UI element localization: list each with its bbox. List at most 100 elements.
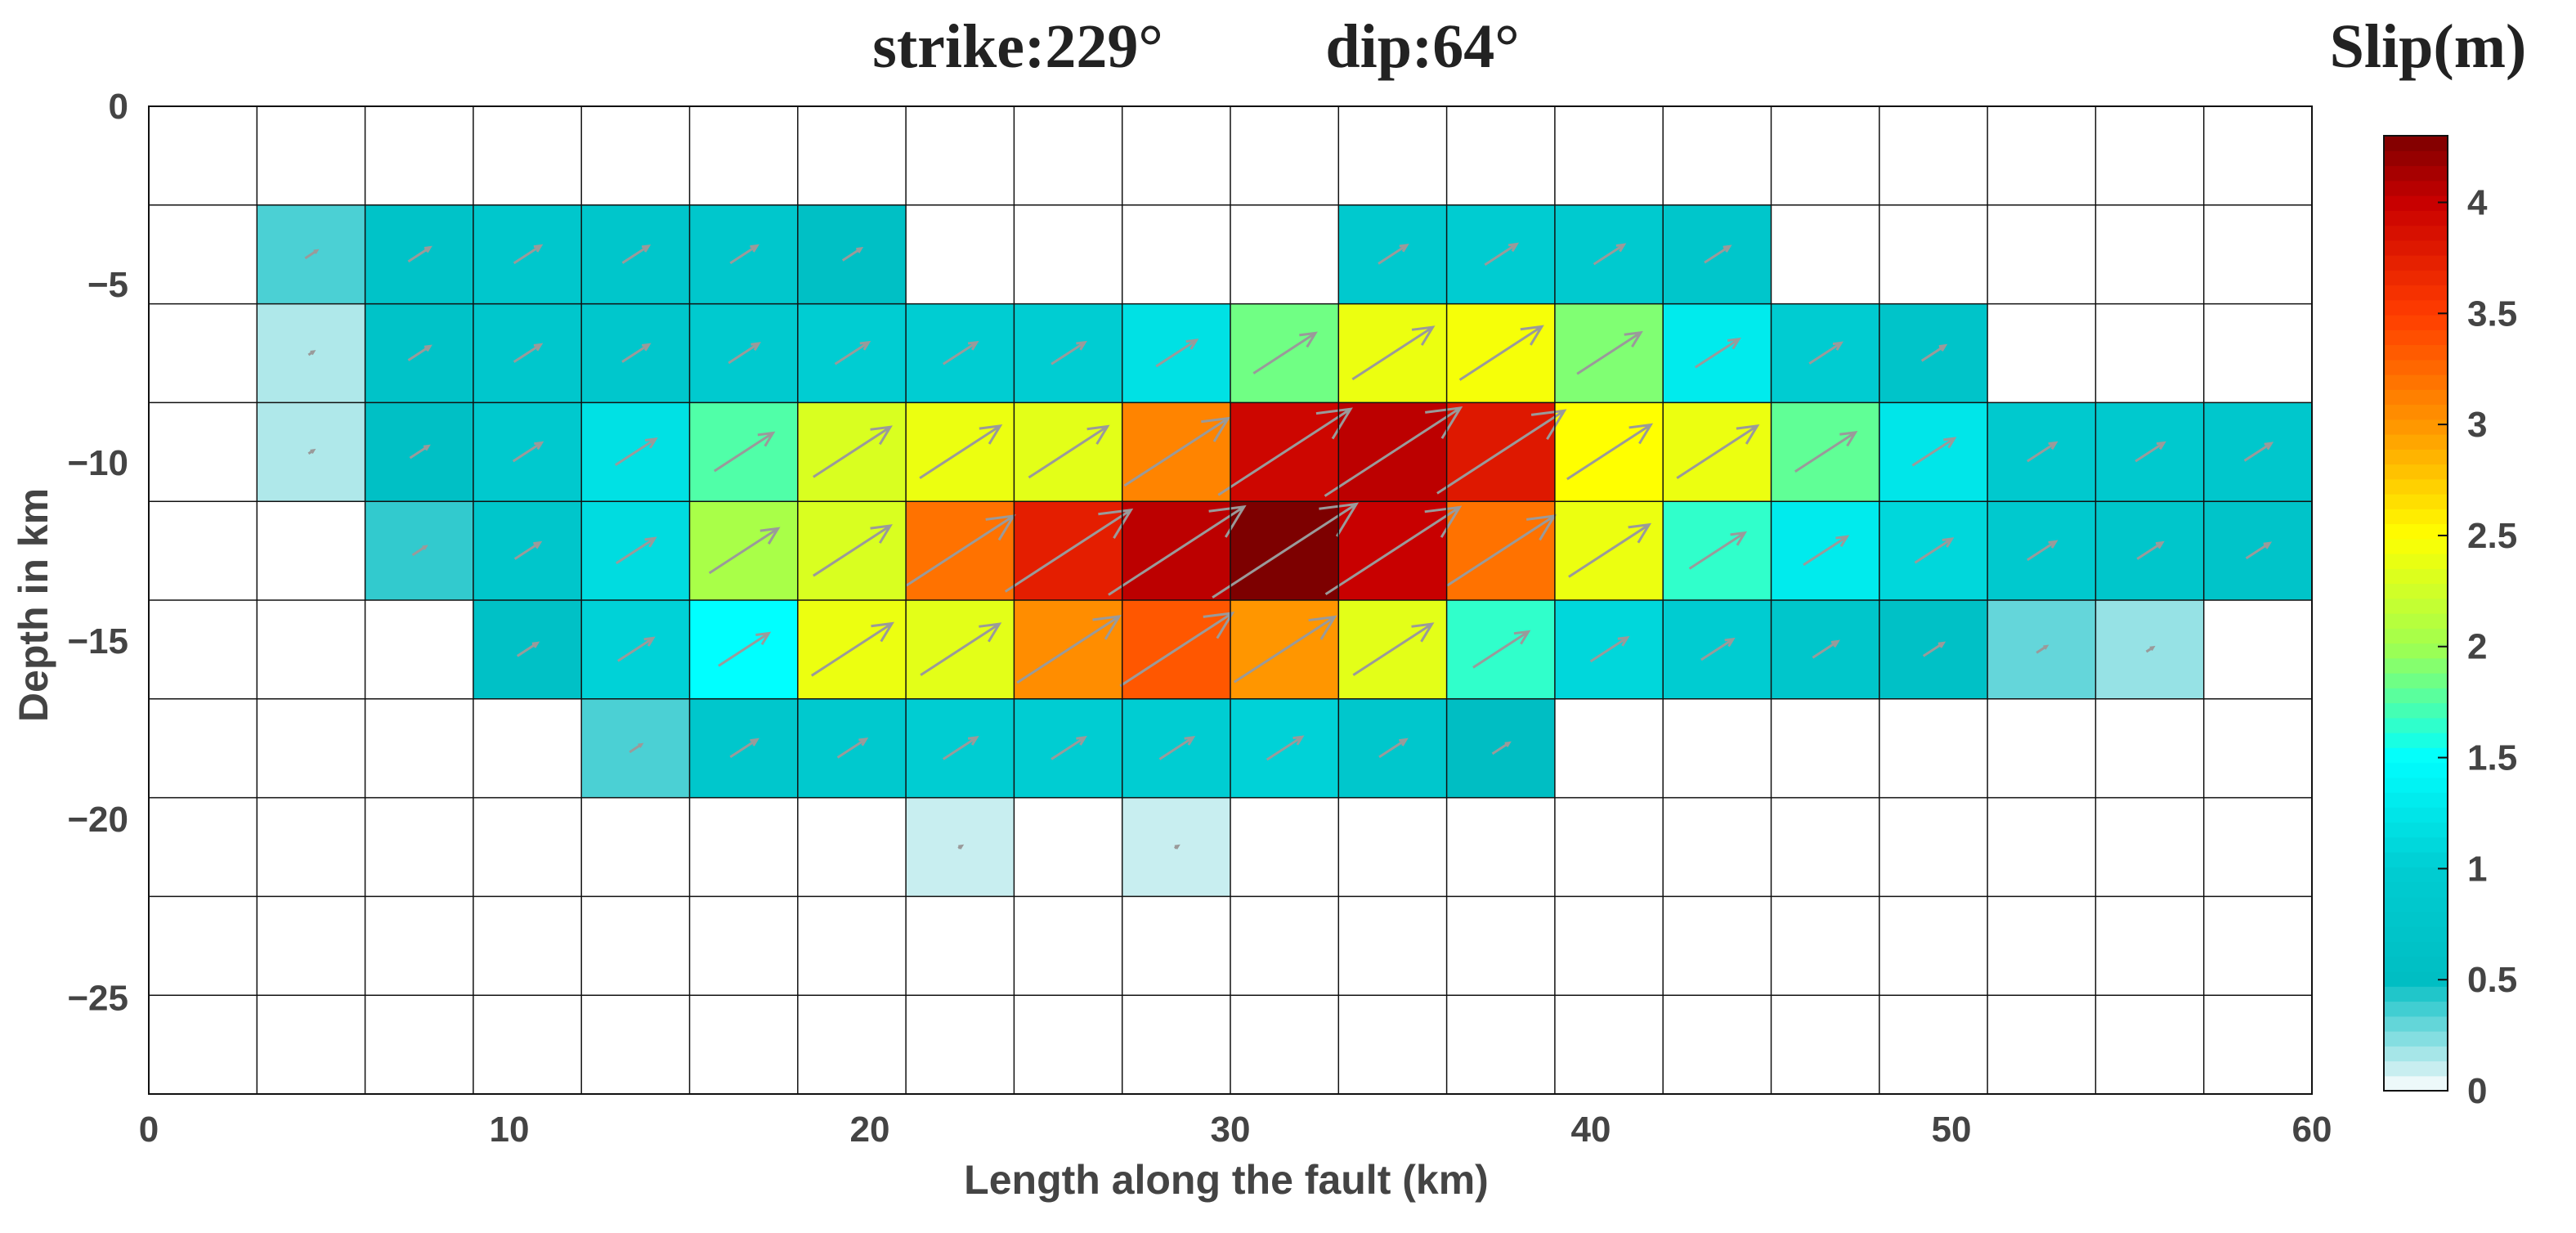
- slip-vector-arrow: [621, 343, 652, 363]
- slip-vector-arrow: [1051, 340, 1087, 365]
- slip-vector-arrow: [1266, 735, 1305, 761]
- slip-vector-arrow: [2027, 540, 2059, 562]
- slip-vector-arrow: [1808, 341, 1844, 365]
- slip-vector-arrow: [615, 536, 657, 565]
- slip-vector-arrow: [810, 621, 894, 677]
- colorbar-segment: [2384, 643, 2448, 659]
- colorbar-segment: [2384, 912, 2448, 927]
- slip-vector-arrow: [1566, 423, 1654, 481]
- colorbar-segment: [2384, 449, 2448, 465]
- colorbar: [2383, 135, 2448, 1092]
- colorbar-segment: [2384, 389, 2448, 406]
- colorbar-segment: [2384, 195, 2448, 211]
- slip-vector-arrow: [307, 448, 316, 455]
- colorbar-segment: [2384, 494, 2448, 509]
- colorbar-segment: [2384, 628, 2448, 644]
- colorbar-segment: [2384, 836, 2448, 853]
- slip-vector-arrow: [1491, 741, 1512, 755]
- slip-vector-arrow: [713, 431, 776, 473]
- x-tick-label: 30: [1211, 1110, 1251, 1150]
- slip-vector-arrow: [2135, 441, 2166, 463]
- slip-vector-arrow: [1155, 339, 1199, 368]
- slip-vector-arrow: [2136, 540, 2165, 560]
- y-tick-label: −5: [87, 265, 128, 305]
- colorbar-segment: [2384, 285, 2448, 301]
- colorbar-segment: [2384, 926, 2448, 943]
- colorbar-segment: [2384, 374, 2448, 390]
- colorbar-segment: [2384, 956, 2448, 972]
- colorbar-segment: [2384, 255, 2448, 271]
- x-tick-label: 50: [1932, 1110, 1972, 1150]
- slip-vector-arrow: [1173, 844, 1180, 850]
- colorbar-segment: [2384, 971, 2448, 987]
- colorbar-segment: [2384, 583, 2448, 599]
- slip-vector-arrow: [516, 641, 540, 657]
- colorbar-segment: [2384, 986, 2448, 1002]
- slip-vector-arrow: [1252, 331, 1318, 374]
- colorbar-segment: [2384, 1001, 2448, 1017]
- colorbar-segment: [2384, 299, 2448, 316]
- colorbar-segment: [2384, 330, 2448, 346]
- y-tick-label: −10: [67, 443, 128, 483]
- colorbar-tick-label: 0.5: [2467, 960, 2517, 1000]
- slip-vector-arrow: [1324, 406, 1463, 497]
- slip-vector-arrow: [1233, 615, 1337, 684]
- y-tick-label: −25: [67, 978, 128, 1018]
- slip-vector-arrow: [841, 247, 864, 262]
- colorbar-segment: [2384, 240, 2448, 256]
- slip-vector-arrow: [614, 437, 658, 467]
- colorbar-segment: [2384, 762, 2448, 778]
- slip-vector-arrow: [1700, 637, 1736, 661]
- x-tick-label: 0: [139, 1110, 159, 1150]
- slip-vector-arrow: [1803, 535, 1850, 567]
- slip-vector-arrow: [2036, 644, 2050, 654]
- colorbar-segment: [2384, 1031, 2448, 1047]
- colorbar-segment: [2384, 344, 2448, 361]
- slip-vector-arrow: [1568, 522, 1652, 578]
- slip-vector-arrow: [1484, 242, 1520, 267]
- slip-vector-arrow: [708, 527, 781, 575]
- colorbar-segment: [2384, 747, 2448, 764]
- colorbar-tick-label: 0: [2467, 1071, 2487, 1111]
- slip-vector-arrow: [1028, 424, 1110, 479]
- x-axis-label: Length along the fault (km): [964, 1157, 1489, 1203]
- colorbar-segment: [2384, 150, 2448, 167]
- slip-vector-arrow: [957, 844, 965, 850]
- slip-vector-arrow: [304, 249, 320, 260]
- slip-vector-arrow: [1016, 614, 1122, 684]
- slip-vector-arrow: [942, 340, 979, 365]
- slip-vector-arrow: [813, 524, 893, 577]
- slip-vector-arrow: [1212, 502, 1360, 599]
- slip-vector-arrow: [1593, 243, 1627, 266]
- slip-vector-arrow: [728, 342, 761, 365]
- colorbar-segment: [2384, 941, 2448, 957]
- slip-vector-arrow: [836, 738, 869, 759]
- colorbar-ticks: 0 0.5 1 1.5 2 2.5 3 3.5 4: [2438, 182, 2517, 1111]
- title-dip: dip:64°: [1325, 12, 1519, 81]
- slip-vector-arrow: [409, 444, 431, 460]
- slip-vector-arrow: [1688, 531, 1748, 570]
- slip-vector-arrow: [1704, 244, 1732, 264]
- y-axis-ticks: 0 −5 −10 −15 −20 −25: [67, 87, 128, 1018]
- slip-vector-arrow: [621, 244, 652, 264]
- colorbar-label: Slip(m): [2330, 12, 2527, 81]
- colorbar-segment: [2384, 881, 2448, 898]
- colorbar-segment: [2384, 270, 2448, 286]
- slip-vector-arrow: [1812, 639, 1840, 659]
- slip-vector-arrow: [1576, 330, 1643, 375]
- slip-vector-arrow: [729, 738, 759, 759]
- plot-frame: [148, 105, 2313, 1095]
- colorbar-segment: [2384, 509, 2448, 525]
- colorbar-frame: [2383, 135, 2448, 1092]
- slip-vector-arrow: [513, 343, 544, 363]
- slip-vector-arrow: [2243, 442, 2274, 462]
- slip-vector-arrow: [407, 245, 432, 263]
- colorbar-segment: [2384, 538, 2448, 554]
- colorbar-segment: [2384, 673, 2448, 688]
- slip-vector-arrow: [813, 425, 893, 478]
- slip-vector-arrow: [1458, 325, 1544, 381]
- slip-vector-arrow: [513, 244, 544, 265]
- x-tick-label: 10: [490, 1110, 530, 1150]
- slip-vector-arrow: [1119, 611, 1235, 688]
- colorbar-segment: [2384, 404, 2448, 420]
